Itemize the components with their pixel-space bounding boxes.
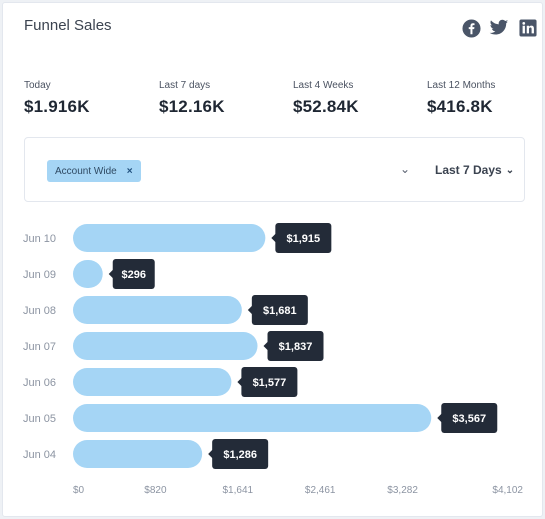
y-axis-label: Jun 10 — [23, 233, 56, 245]
bar[interactable] — [73, 440, 203, 468]
facebook-icon[interactable] — [461, 18, 481, 38]
bar[interactable] — [73, 296, 242, 324]
stat-value: $52.84K — [293, 97, 359, 116]
chevron-down-icon: ⌄ — [505, 164, 515, 176]
stat-last-7-days: Last 7 days $12.16K — [159, 80, 225, 117]
x-axis-tick-label: $1,641 — [223, 485, 254, 496]
value-tooltip — [251, 295, 308, 325]
value-label: $1,837 — [279, 341, 313, 353]
bar[interactable] — [73, 404, 432, 432]
x-axis-tick-label: $3,282 — [387, 485, 418, 496]
bar[interactable] — [73, 224, 266, 252]
y-axis-label: Jun 09 — [23, 269, 56, 281]
bar[interactable] — [73, 368, 232, 396]
tooltip-pointer — [237, 377, 243, 387]
widget-title: Funnel Sales — [24, 17, 112, 34]
y-axis-label: Jun 08 — [23, 305, 56, 317]
chip-label: Account Wide — [55, 165, 117, 177]
bar[interactable] — [73, 332, 258, 360]
stat-value: $416.8K — [427, 97, 493, 116]
stat-last-4-weeks: Last 4 Weeks $52.84K — [293, 80, 359, 117]
period-label: Last 7 Days — [435, 163, 502, 177]
value-label: $1,286 — [223, 449, 257, 461]
value-label: $3,567 — [452, 413, 486, 425]
stat-value: $1.916K — [24, 97, 90, 116]
filter-bar: Account Wide × ⌄ Last 7 Days ⌄ — [24, 137, 525, 202]
value-tooltip — [112, 259, 155, 289]
tooltip-pointer — [208, 449, 214, 459]
y-axis-label: Jun 05 — [23, 413, 56, 425]
value-label: $1,915 — [287, 233, 321, 245]
tooltip-pointer — [108, 269, 114, 279]
period-select[interactable]: Last 7 Days ⌄ — [435, 163, 514, 177]
stat-today: Today $1.916K — [24, 80, 90, 117]
tooltip-pointer — [263, 341, 269, 351]
x-axis-tick-label: $2,461 — [305, 485, 336, 496]
filter-dropdown-chevron-icon[interactable]: ⌄ — [400, 162, 411, 176]
tooltip-pointer — [437, 413, 443, 423]
value-tooltip — [441, 403, 498, 433]
stat-label: Last 7 days — [159, 80, 211, 91]
stat-label: Today — [24, 80, 51, 91]
value-tooltip — [212, 439, 269, 469]
value-tooltip — [267, 331, 324, 361]
x-axis-tick-label: $0 — [73, 485, 85, 496]
stat-value: $12.16K — [159, 97, 225, 116]
value-tooltip — [275, 223, 332, 253]
y-axis-label: Jun 07 — [23, 341, 56, 353]
value-tooltip — [241, 367, 298, 397]
account-wide-chip[interactable]: Account Wide × — [47, 160, 141, 182]
stat-label: Last 4 Weeks — [293, 80, 354, 91]
value-label: $1,681 — [263, 305, 297, 317]
stat-last-12-months: Last 12 Months $416.8K — [427, 80, 495, 117]
value-label: $296 — [121, 269, 145, 281]
y-axis-label: Jun 06 — [23, 377, 56, 389]
stat-label: Last 12 Months — [427, 80, 496, 91]
x-axis-tick-label: $4,102 — [492, 485, 523, 496]
x-axis-tick-label: $820 — [144, 485, 167, 496]
linkedin-icon[interactable] — [518, 18, 538, 38]
y-axis-label: Jun 04 — [23, 449, 56, 461]
chip-remove-icon[interactable]: × — [126, 165, 133, 177]
bar[interactable] — [73, 260, 103, 288]
tooltip-pointer — [247, 305, 253, 315]
twitter-icon[interactable] — [489, 18, 509, 38]
tooltip-pointer — [271, 233, 277, 243]
value-label: $1,577 — [253, 377, 287, 389]
